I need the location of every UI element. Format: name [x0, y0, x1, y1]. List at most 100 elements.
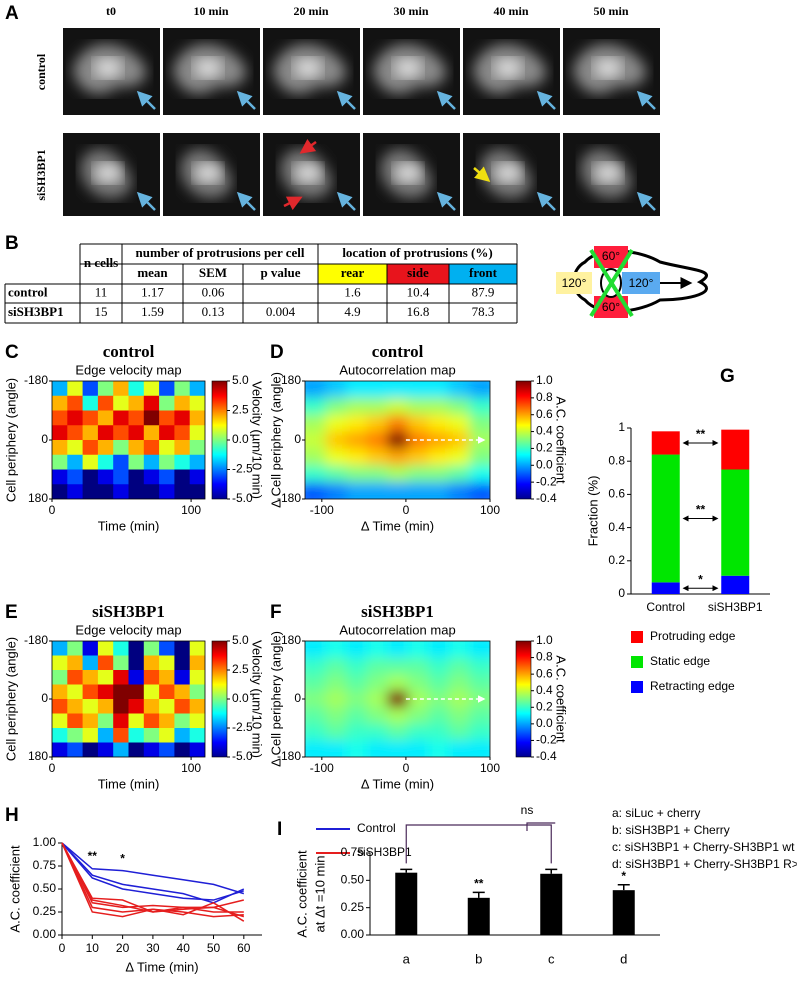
heatmap-cell	[174, 742, 191, 757]
heatmap-cell	[366, 448, 388, 466]
y-tick-label: 180	[28, 749, 48, 763]
cell-highlight	[294, 163, 322, 183]
table-cell: number of protrusions per cell	[135, 245, 304, 260]
heatmap-cell	[305, 397, 327, 416]
bar-segment	[651, 582, 680, 594]
significance: **	[474, 877, 484, 891]
heatmap-cell	[143, 395, 160, 412]
x-tick-label: 40	[177, 941, 191, 955]
heatmap-cell	[387, 431, 409, 450]
heatmap-cell	[448, 448, 471, 466]
heatmap-cell	[159, 641, 175, 657]
heatmap-cell	[52, 395, 68, 412]
heatmap-cell	[305, 414, 327, 433]
y-tick-label: 0	[294, 432, 301, 446]
cell-highlight	[394, 58, 422, 78]
heatmap-cell	[448, 431, 471, 450]
heatmap-cell	[346, 414, 368, 433]
table-cell: 1.6	[344, 284, 361, 299]
legend-swatch	[631, 681, 643, 693]
heatmap-cell	[128, 655, 145, 671]
significance: **	[696, 503, 706, 517]
heatmap-cell	[67, 425, 84, 441]
table-cell: 1.59	[141, 304, 164, 319]
heatmap	[52, 381, 205, 499]
colorbar	[211, 640, 228, 758]
heatmap-cell	[113, 469, 130, 485]
y-tick-label: 0.4	[608, 520, 625, 534]
header-fill	[318, 264, 387, 284]
arrow	[136, 90, 156, 110]
heatmap-cell	[189, 742, 205, 757]
heatmap-cell	[67, 484, 84, 499]
heatmap-cell	[387, 657, 409, 675]
heatmap-cell	[428, 723, 450, 742]
x-tick-label: 100	[181, 503, 201, 517]
table-cell: 0.06	[202, 284, 225, 299]
heatmap-cell	[128, 728, 145, 744]
heatmap-cell	[325, 482, 347, 499]
time-label: 40 min	[493, 4, 528, 18]
heatmap-cell	[305, 690, 327, 708]
panel-label: I	[277, 819, 282, 840]
heatmap-cell	[174, 655, 191, 671]
colorbar-tick-label: 0.0	[232, 432, 249, 446]
heatmap-cell	[128, 713, 145, 729]
heatmap-cell	[82, 670, 99, 686]
bar	[540, 873, 563, 935]
heatmap-cell	[143, 670, 160, 686]
heatmap-cell	[67, 655, 84, 671]
table-cell: 4.9	[344, 304, 360, 319]
colorbar-tick-label: -5.0	[232, 491, 253, 505]
heatmap-cell	[346, 657, 368, 675]
heatmap-cell	[52, 641, 68, 657]
note: a: siLuc + cherry	[612, 806, 700, 820]
y-tick-label: 0	[41, 432, 48, 446]
x-axis-label: Time (min)	[98, 518, 160, 533]
legend-swatch	[631, 656, 643, 668]
y-tick-label: 0.00	[341, 927, 365, 941]
heatmap-cell	[428, 740, 450, 757]
bar-segment	[651, 431, 680, 455]
arrow	[636, 191, 656, 211]
heatmap-cell	[113, 684, 130, 700]
heatmap-cell	[448, 482, 471, 499]
panel-label: G	[720, 366, 735, 387]
colorbar-tick-label: 0.8	[536, 650, 553, 664]
heatmap-cell	[448, 465, 471, 483]
heatmap-cell	[407, 690, 429, 708]
heatmap-cell	[469, 674, 490, 692]
panel-label: D	[270, 342, 284, 363]
heatmap-cell	[52, 699, 68, 715]
heatmap-cell	[189, 425, 205, 441]
significance: **	[696, 427, 706, 441]
arrow	[636, 90, 656, 110]
table-cell: 78.3	[472, 304, 495, 319]
y-axis-label: A.C. coefficient	[7, 845, 22, 933]
heatmap-cell	[305, 740, 327, 757]
x-tick-label: 0	[403, 761, 410, 775]
heatmap-cell	[428, 465, 450, 483]
cell-highlight	[494, 58, 522, 78]
heatmap-cell	[428, 397, 450, 416]
bar	[612, 890, 635, 935]
heatmap-cell	[113, 440, 130, 456]
heatmap-cell	[52, 440, 68, 456]
heatmap-cell	[305, 657, 327, 675]
y-tick-label: 0.75	[341, 845, 365, 859]
x-tick-label: 50	[207, 941, 221, 955]
heatmap-cell	[428, 690, 450, 708]
heatmap-cell	[407, 740, 429, 757]
heatmap-cell	[387, 482, 409, 499]
heatmap-cell	[469, 657, 490, 675]
heatmap-cell	[346, 465, 368, 483]
heatmap-cell	[128, 410, 145, 426]
x-tick-label: 100	[480, 761, 500, 775]
heatmap-cell	[174, 454, 191, 471]
heatmap-cell	[189, 641, 205, 657]
heatmap-cell	[189, 410, 205, 426]
diagram-label: 120°	[562, 276, 587, 290]
x-tick-label: 30	[146, 941, 160, 955]
heatmap-cell	[174, 484, 191, 499]
heatmap-cell	[174, 670, 191, 686]
